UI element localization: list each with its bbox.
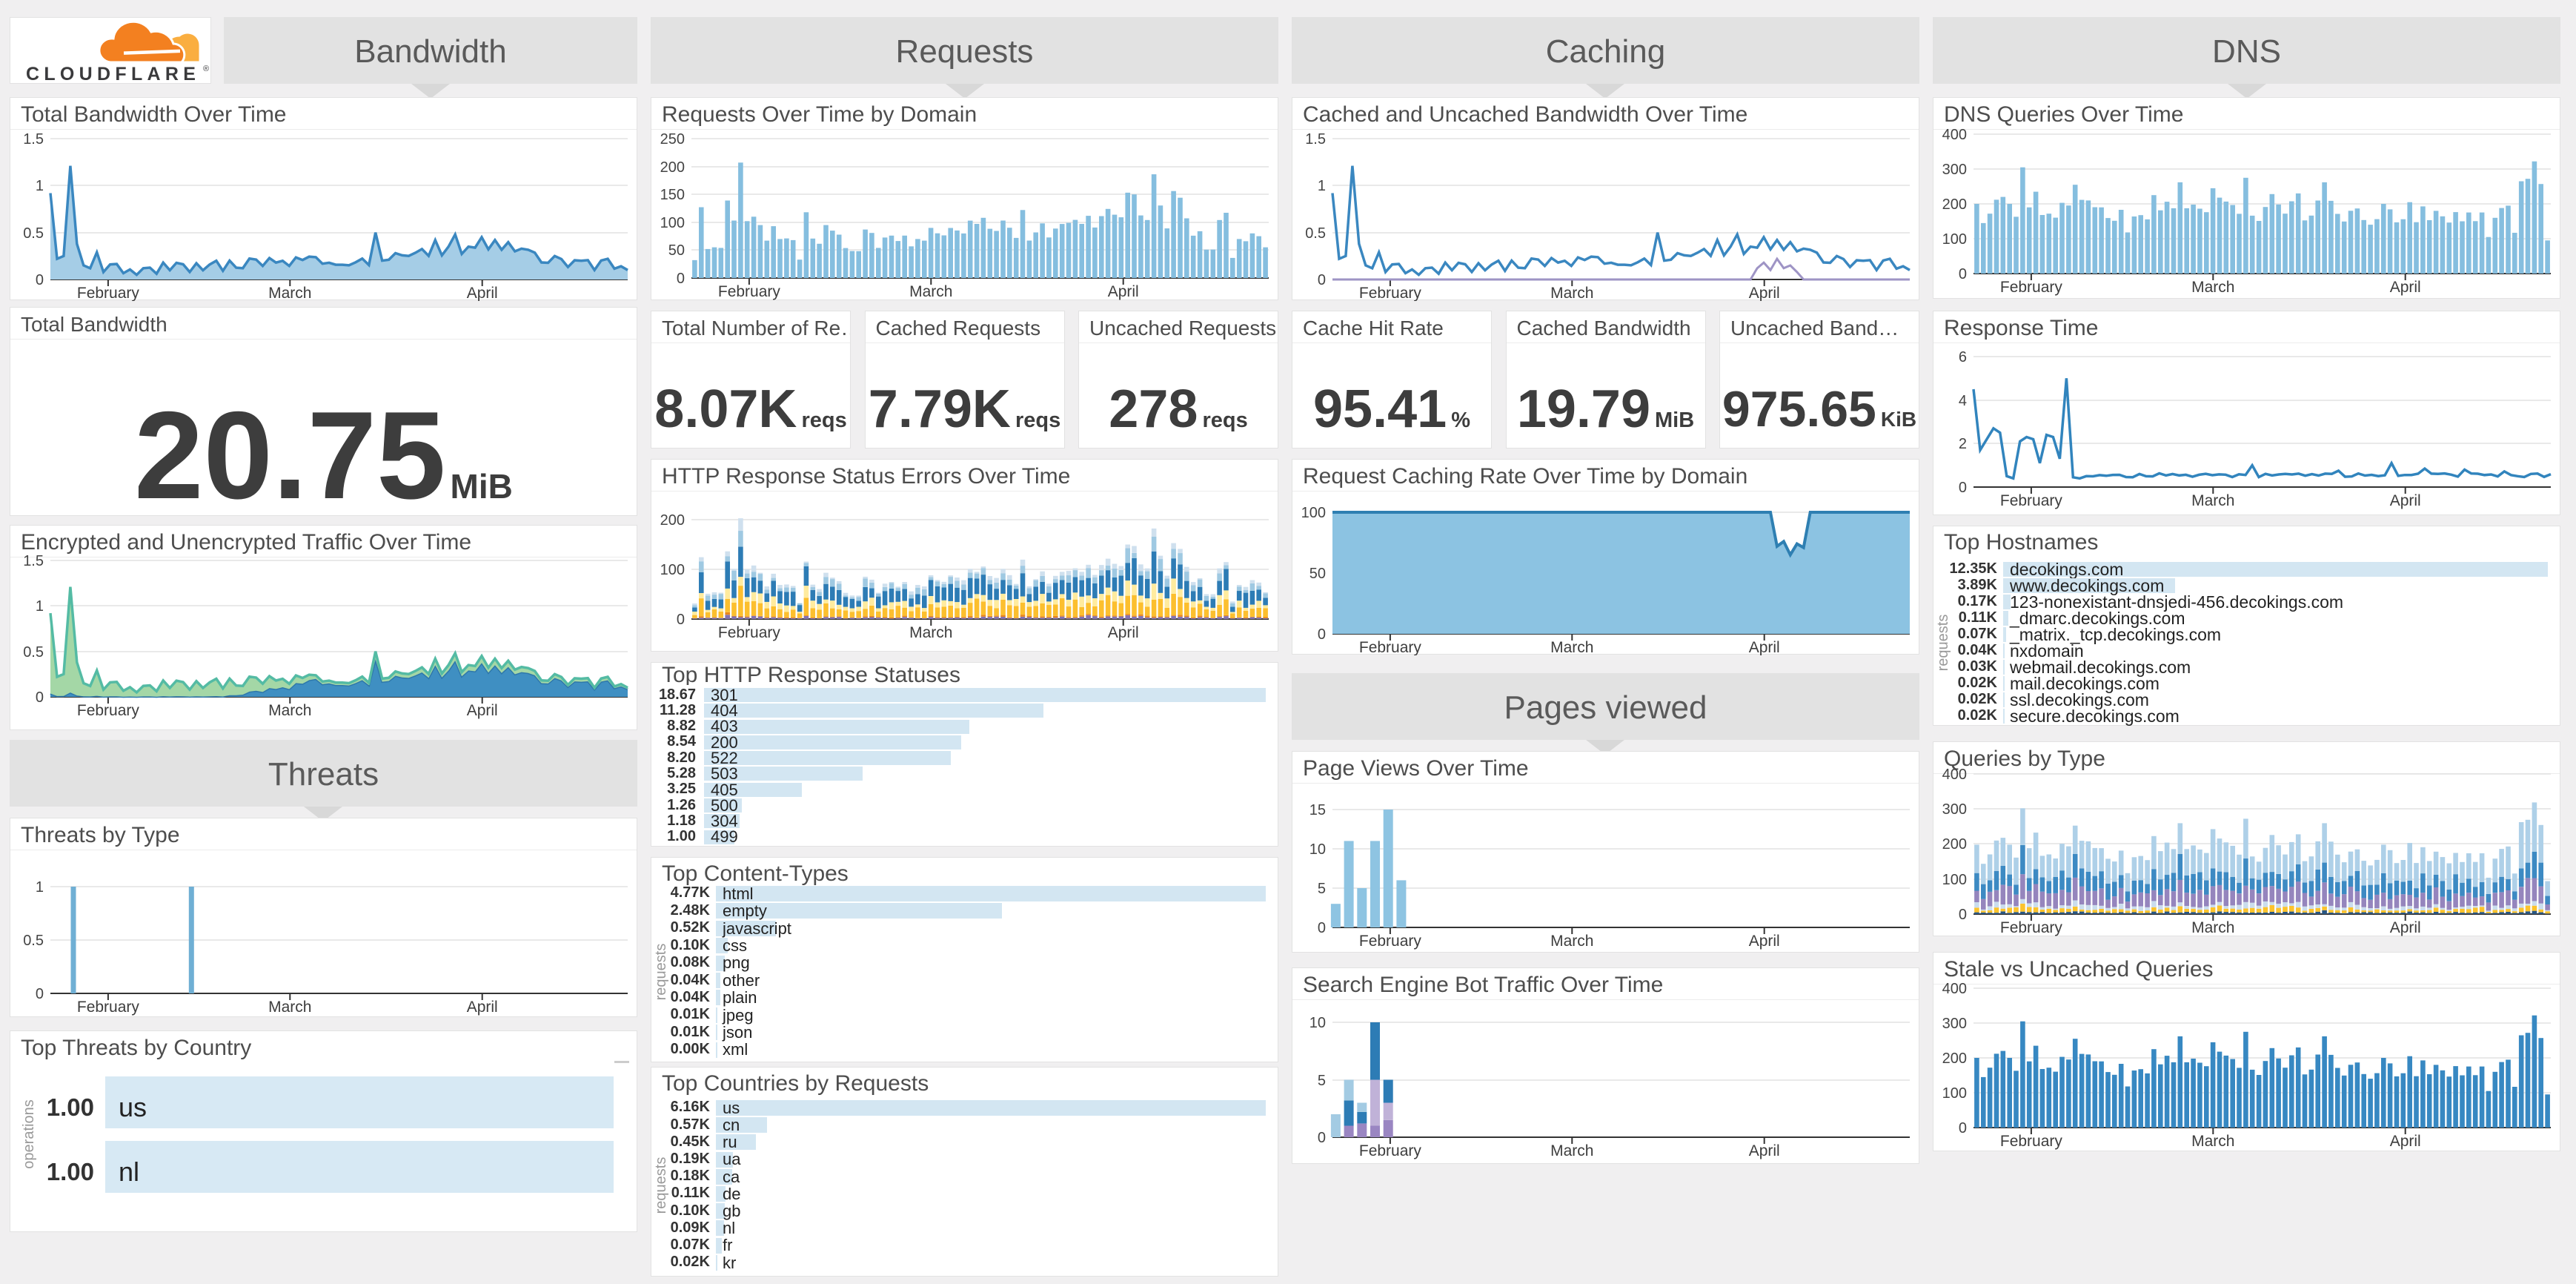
svg-text:200: 200 (660, 512, 685, 529)
svg-text:0: 0 (36, 689, 44, 706)
svg-text:March: March (2191, 1133, 2234, 1150)
svg-text:0.5: 0.5 (23, 933, 44, 949)
svg-text:200: 200 (660, 159, 685, 176)
svg-text:300: 300 (1942, 1016, 1967, 1032)
svg-text:50: 50 (668, 242, 685, 259)
svg-text:0: 0 (1318, 1130, 1326, 1146)
svg-text:0: 0 (36, 986, 44, 1002)
svg-text:1.5: 1.5 (1305, 131, 1326, 148)
svg-text:February: February (77, 285, 140, 301)
svg-text:5: 5 (1318, 881, 1326, 897)
svg-text:6: 6 (1959, 349, 1967, 365)
svg-text:200: 200 (1942, 836, 1967, 853)
svg-text:February: February (2000, 1133, 2063, 1150)
svg-text:400: 400 (1942, 981, 1967, 997)
svg-text:February: February (718, 283, 781, 300)
svg-text:March: March (909, 624, 952, 641)
svg-text:March: March (268, 285, 311, 301)
svg-text:March: March (2191, 492, 2234, 509)
svg-text:0: 0 (1959, 480, 1967, 496)
svg-text:1: 1 (36, 879, 44, 896)
svg-text:0: 0 (1318, 272, 1326, 288)
svg-text:100: 100 (1942, 231, 1967, 248)
svg-text:0.5: 0.5 (23, 225, 44, 242)
svg-text:10: 10 (1309, 841, 1326, 858)
svg-text:100: 100 (660, 562, 685, 578)
svg-text:150: 150 (660, 187, 685, 203)
svg-text:February: February (718, 624, 781, 641)
svg-text:300: 300 (1942, 162, 1967, 178)
svg-text:0.5: 0.5 (23, 644, 44, 661)
svg-text:March: March (909, 283, 952, 300)
svg-text:0: 0 (1959, 907, 1967, 923)
svg-text:10: 10 (1309, 1015, 1326, 1031)
svg-text:0: 0 (1318, 626, 1326, 643)
svg-text:April: April (2390, 919, 2421, 936)
svg-text:February: February (2000, 279, 2063, 296)
svg-text:February: February (1359, 639, 1422, 655)
svg-text:March: March (268, 702, 311, 719)
svg-text:March: March (1550, 1142, 1593, 1159)
svg-text:February: February (77, 702, 140, 719)
svg-text:April: April (1749, 1142, 1780, 1159)
svg-text:April: April (1749, 285, 1780, 301)
svg-text:50: 50 (1309, 566, 1326, 582)
svg-text:1: 1 (1318, 178, 1326, 194)
svg-text:February: February (2000, 919, 2063, 936)
svg-text:CLOUDFLARE: CLOUDFLARE (26, 64, 200, 83)
svg-text:April: April (467, 999, 498, 1016)
svg-text:2: 2 (1959, 436, 1967, 452)
svg-text:March: March (1550, 639, 1593, 655)
svg-text:April: April (467, 702, 498, 719)
svg-text:200: 200 (1942, 196, 1967, 213)
svg-text:April: April (1108, 283, 1139, 300)
svg-text:1.5: 1.5 (23, 131, 44, 148)
svg-text:April: April (1749, 639, 1780, 655)
svg-text:0: 0 (36, 272, 44, 288)
svg-text:February: February (1359, 933, 1422, 950)
svg-text:5: 5 (1318, 1073, 1326, 1089)
svg-text:April: April (2390, 1133, 2421, 1150)
svg-text:100: 100 (660, 215, 685, 231)
svg-text:March: March (1550, 285, 1593, 301)
svg-text:250: 250 (660, 131, 685, 148)
svg-text:100: 100 (1942, 1085, 1967, 1102)
svg-text:400: 400 (1942, 767, 1967, 783)
svg-text:1: 1 (36, 598, 44, 615)
svg-text:April: April (467, 285, 498, 301)
svg-text:300: 300 (1942, 801, 1967, 818)
svg-text:April: April (1749, 933, 1780, 950)
svg-text:April: April (2390, 492, 2421, 509)
svg-text:100: 100 (1942, 872, 1967, 888)
svg-text:0.5: 0.5 (1305, 225, 1326, 242)
svg-text:0: 0 (1959, 266, 1967, 282)
svg-text:February: February (1359, 1142, 1422, 1159)
svg-text:4: 4 (1959, 393, 1967, 409)
svg-text:0: 0 (1959, 1120, 1967, 1136)
svg-text:200: 200 (1942, 1050, 1967, 1067)
svg-text:April: April (1108, 624, 1139, 641)
svg-text:0: 0 (677, 612, 685, 628)
svg-text:400: 400 (1942, 127, 1967, 143)
svg-text:0: 0 (677, 271, 685, 287)
svg-text:February: February (2000, 492, 2063, 509)
svg-text:February: February (1359, 285, 1422, 301)
svg-text:0: 0 (1318, 920, 1326, 936)
svg-text:March: March (2191, 919, 2234, 936)
svg-text:March: March (268, 999, 311, 1016)
svg-text:1.5: 1.5 (23, 553, 44, 569)
svg-text:February: February (77, 999, 140, 1016)
svg-text:March: March (2191, 279, 2234, 296)
svg-text:1: 1 (36, 178, 44, 194)
svg-text:®: ® (203, 64, 209, 73)
svg-text:March: March (1550, 933, 1593, 950)
svg-text:100: 100 (1301, 505, 1326, 521)
svg-text:15: 15 (1309, 802, 1326, 818)
svg-text:April: April (2390, 279, 2421, 296)
